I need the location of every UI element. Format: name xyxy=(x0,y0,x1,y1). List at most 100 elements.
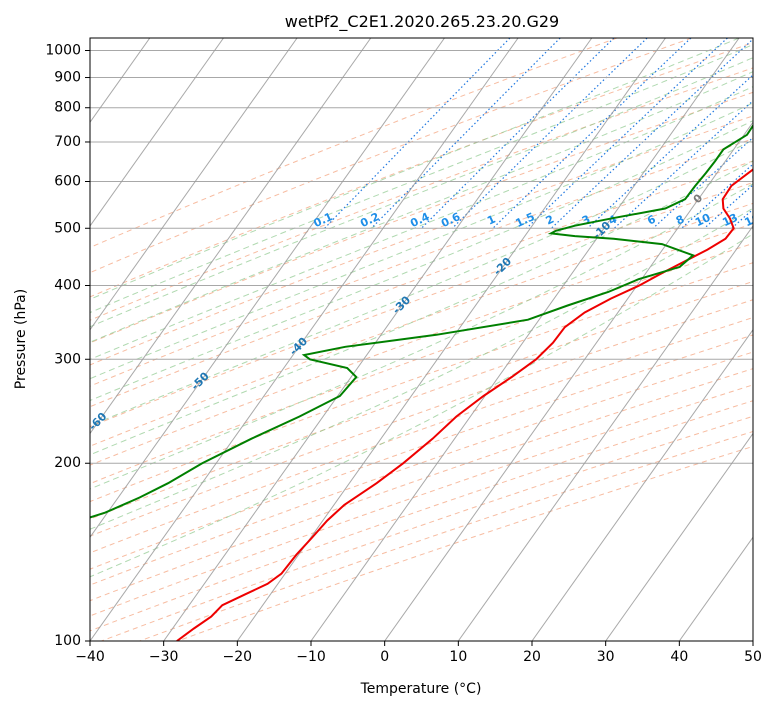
x-tick-label: 0 xyxy=(380,649,389,665)
isotherm xyxy=(90,38,298,331)
y-tick-label: 900 xyxy=(54,70,81,86)
moist-adiabat xyxy=(90,233,753,578)
mixing-ratio-label: 1.5 xyxy=(514,210,537,230)
dry-adiabat xyxy=(90,115,753,366)
dry-adiabat xyxy=(90,38,692,274)
dry-adiabat xyxy=(90,160,753,408)
moist-adiabat xyxy=(90,71,753,343)
x-tick-label: 20 xyxy=(523,649,541,665)
isotherm xyxy=(310,38,740,641)
mixing-ratio-label: 2 xyxy=(544,213,556,228)
y-tick-label: 300 xyxy=(54,351,81,367)
dry-adiabat xyxy=(139,430,753,641)
moist-adiabat xyxy=(90,44,753,314)
mixing-ratio-line xyxy=(587,74,753,229)
y-tick-label: 700 xyxy=(54,134,81,150)
dry-adiabat xyxy=(90,262,753,503)
moist-adiabat xyxy=(90,183,753,490)
dry-adiabat xyxy=(90,334,753,570)
isotherm-label: -50 xyxy=(189,369,212,392)
moist-adiabat xyxy=(90,139,753,427)
isotherm xyxy=(0,38,3,641)
isotherm xyxy=(90,38,372,435)
dry-adiabat xyxy=(90,67,753,321)
isotherm-label: -20 xyxy=(491,255,514,278)
moist-adiabat xyxy=(90,38,740,300)
chart-title: wetPf2_C2E1.2020.265.23.20.G29 xyxy=(285,12,559,32)
y-axis: 100 200 300 400 500 600 700 800 900 1000 xyxy=(45,43,90,649)
mixing-ratio-label: 0.2 xyxy=(358,210,381,230)
x-tick-label: −10 xyxy=(296,649,326,665)
plot-area: 0.10.20.40.611.52346810131620253036-100-… xyxy=(0,38,775,641)
mixing-ratio-label: 16 xyxy=(743,211,763,229)
mixing-ratio-line xyxy=(754,38,775,228)
profile-series xyxy=(90,123,753,641)
y-tick-label: 600 xyxy=(54,174,81,190)
y-tick-label: 500 xyxy=(54,220,81,236)
isotherm xyxy=(678,536,753,641)
temperature-line xyxy=(176,168,753,641)
mixing-ratio-line xyxy=(324,38,511,229)
moist-adiabat xyxy=(90,207,753,530)
mixing-ratio-label: 1 xyxy=(485,213,497,228)
dry-adiabat xyxy=(90,202,753,447)
y-tick-label: 800 xyxy=(54,100,81,116)
isotherm xyxy=(0,38,76,641)
mixing-ratio-label: 0.6 xyxy=(439,210,462,230)
dry-adiabat xyxy=(90,138,753,387)
dry-adiabat xyxy=(90,299,753,537)
isotherm xyxy=(752,640,753,641)
dry-adiabat xyxy=(177,445,753,641)
mixing-ratio-line xyxy=(370,38,561,229)
isotherm xyxy=(90,38,519,641)
x-axis-label: Temperature (°C) xyxy=(360,681,482,697)
y-tick-label: 100 xyxy=(54,633,81,649)
y-tick-label: 200 xyxy=(54,455,81,471)
moist-adiabat xyxy=(90,102,753,380)
dry-adiabat xyxy=(90,42,753,298)
isotherm-label: -30 xyxy=(390,293,413,316)
pressure-grid xyxy=(90,50,753,641)
moist-adiabat xyxy=(90,120,753,402)
x-tick-label: −20 xyxy=(223,649,253,665)
mixing-ratio-label: 0.4 xyxy=(408,210,431,230)
dry-adiabat xyxy=(90,223,753,466)
isotherm xyxy=(605,432,753,641)
mixing-ratio-lines xyxy=(324,38,775,229)
dewpoint-line xyxy=(90,123,753,519)
dry-adiabat xyxy=(90,368,753,602)
dry-adiabat xyxy=(90,317,753,554)
isotherm xyxy=(457,225,753,641)
x-tick-label: 10 xyxy=(449,649,467,665)
isotherm xyxy=(163,38,593,641)
x-tick-label: 40 xyxy=(670,649,688,665)
dry-adiabat xyxy=(90,91,753,344)
moist-adiabat xyxy=(90,57,753,328)
moist-adiabat xyxy=(90,160,753,456)
dry-adiabat xyxy=(90,384,753,617)
y-tick-label: 1000 xyxy=(45,43,81,59)
moist-adiabat xyxy=(90,86,753,361)
dry-adiabat xyxy=(90,181,753,428)
isotherms xyxy=(0,38,753,641)
x-tick-label: −40 xyxy=(75,649,105,665)
mixing-ratio-line xyxy=(492,38,692,229)
mixing-ratio-line xyxy=(703,184,753,229)
mixing-ratio-label: 10 xyxy=(693,211,713,229)
moist-adiabats xyxy=(90,38,753,578)
isotherm xyxy=(90,38,224,227)
dry-adiabats xyxy=(90,38,753,641)
dry-adiabat xyxy=(90,38,618,249)
dry-adiabat xyxy=(101,415,753,641)
skew-labels: 0.10.20.40.611.52346810131620253036-100-… xyxy=(90,191,763,433)
mixing-ratio-label: 8 xyxy=(674,213,686,228)
x-axis: −40 −30 −20 −10 0 10 20 30 40 50 xyxy=(75,641,762,665)
x-tick-label: −30 xyxy=(149,649,179,665)
dry-adiabat xyxy=(90,242,753,485)
mixing-ratio-line xyxy=(652,136,753,229)
isotherm xyxy=(531,328,753,641)
x-tick-label: 30 xyxy=(597,649,615,665)
x-tick-label: 50 xyxy=(744,649,762,665)
isotherm xyxy=(90,38,445,539)
